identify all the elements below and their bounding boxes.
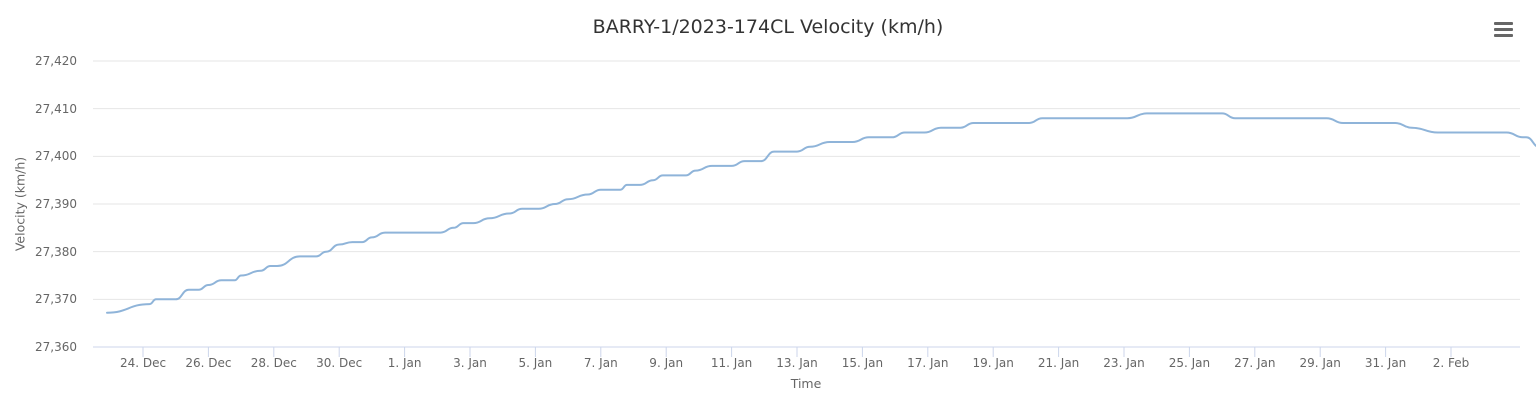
x-axis-title: Time [790, 376, 822, 391]
x-tick-label: 3. Jan [453, 356, 487, 370]
x-tick-label: 7. Jan [583, 356, 618, 370]
x-tick-label: 27. Jan [1234, 356, 1276, 370]
x-tick-label: 30. Dec [316, 356, 363, 370]
chart-title: BARRY-1/2023-174CL Velocity (km/h) [592, 16, 944, 38]
menu-bar [1494, 22, 1513, 25]
y-tick-label: 27,360 [35, 340, 77, 354]
x-tick-label: 15. Jan [841, 356, 884, 370]
y-tick-label: 27,370 [35, 292, 77, 307]
x-tick-label: 13. Jan [776, 356, 818, 370]
hamburger-menu-icon[interactable] [1494, 22, 1518, 44]
y-tick-label: 27,420 [35, 54, 77, 68]
gridlines [93, 60, 1520, 300]
x-tick-label: 25. Jan [1168, 356, 1211, 370]
y-tick-label: 27,390 [35, 197, 77, 211]
menu-bar [1494, 34, 1513, 37]
x-tick-label: 31. Jan [1364, 356, 1407, 370]
y-tick-label: 27,380 [35, 244, 77, 259]
velocity-line[interactable] [106, 112, 1536, 314]
x-tick-label: 26. Dec [185, 356, 232, 370]
x-tick-label: 21. Jan [1037, 356, 1080, 370]
menu-bar [1494, 28, 1513, 31]
x-tick-label: 17. Jan [907, 356, 949, 370]
x-tick-label: 5. Jan [518, 356, 553, 370]
x-tick-label: 23. Jan [1103, 356, 1145, 370]
x-tick-label: 19. Jan [972, 356, 1014, 370]
x-tick-label: 28. Dec [250, 356, 297, 370]
x-tick-label: 24. Dec [119, 356, 167, 370]
x-tick-label: 29. Jan [1299, 356, 1341, 370]
y-tick-label: 27,410 [35, 101, 77, 116]
x-tick-label: 2. Feb [1432, 356, 1470, 370]
y-tick-label: 27,400 [35, 149, 77, 164]
x-tick-label: 1. Jan [387, 356, 422, 370]
x-axis [93, 346, 1520, 357]
x-tick-label: 9. Jan [649, 356, 684, 370]
x-tick-label: 11. Jan [710, 356, 753, 370]
